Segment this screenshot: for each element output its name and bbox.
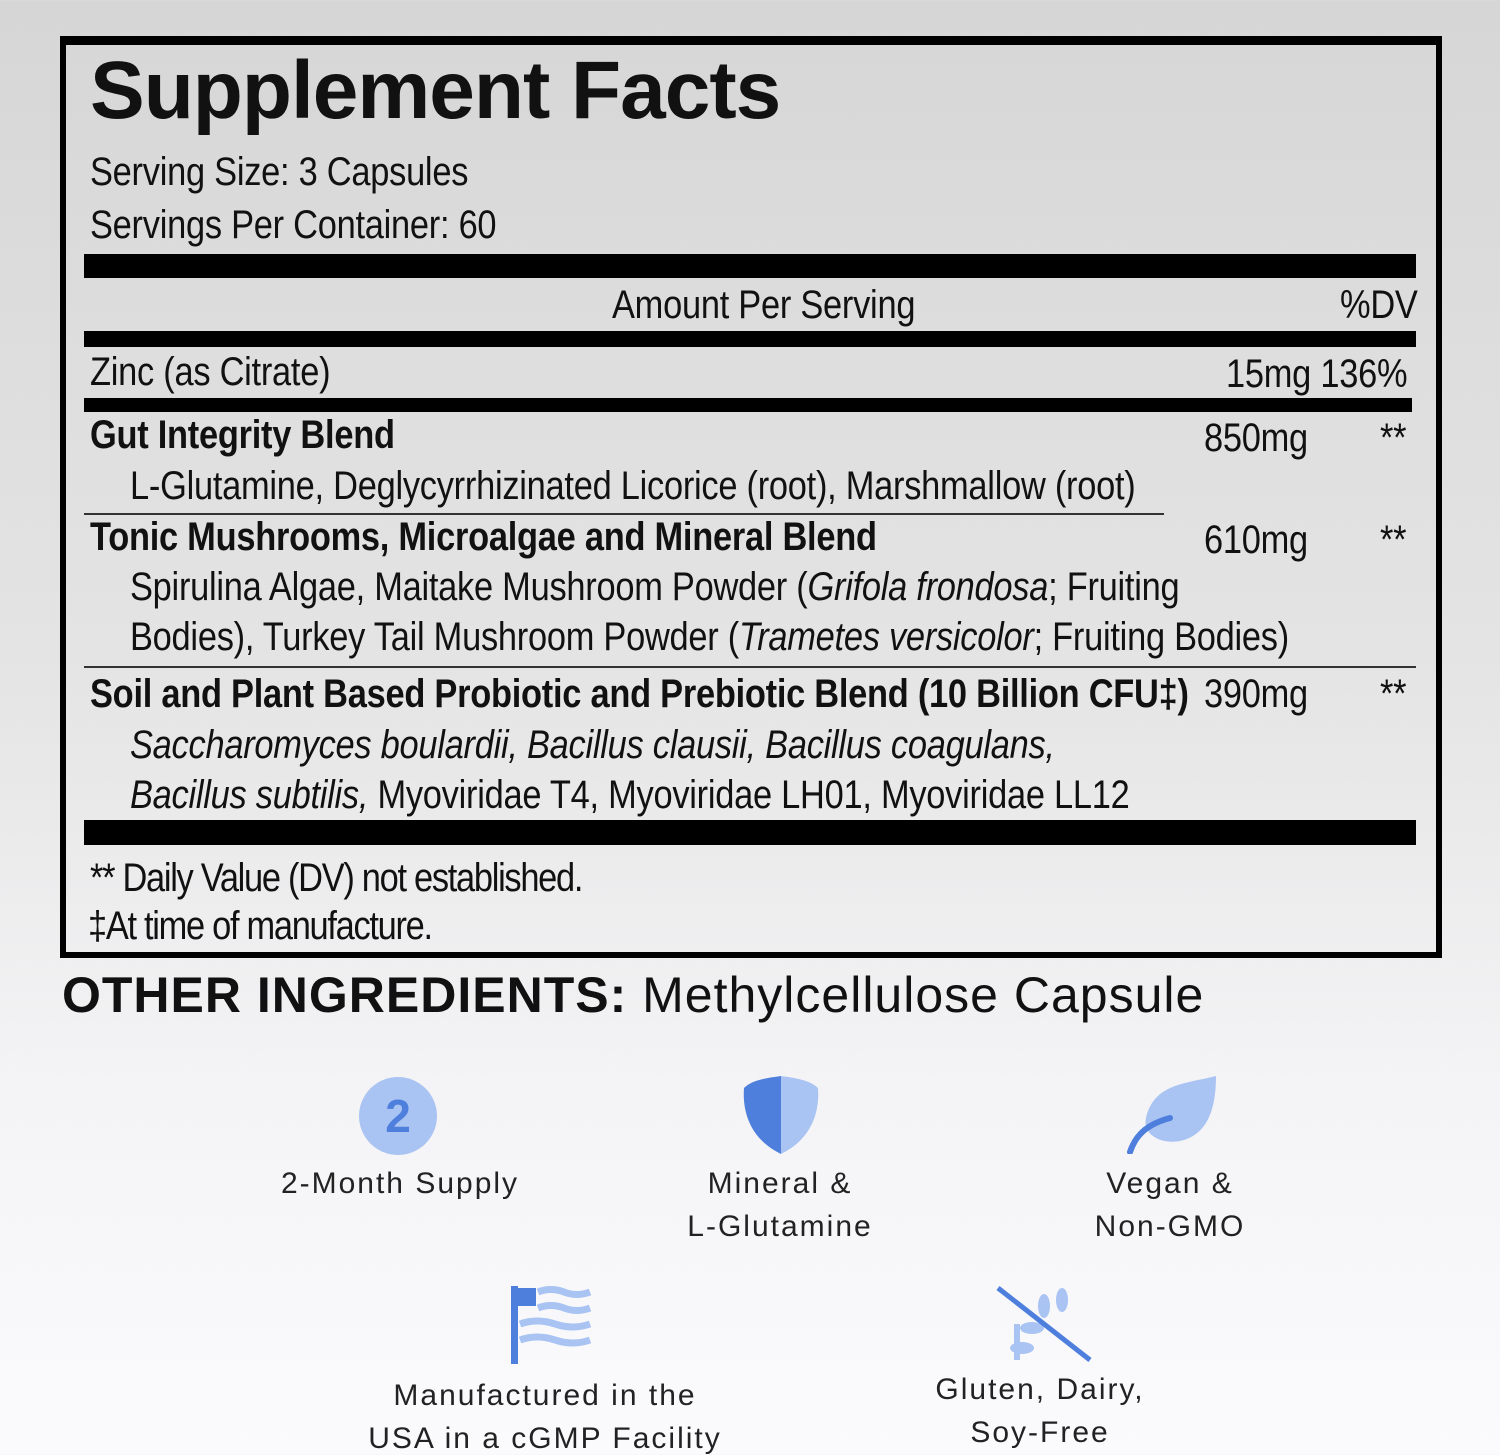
badge-label: Mineral & L-Glutamine [687,1167,873,1243]
footnote-dv: ** Daily Value (DV) not established. [90,856,583,900]
badge-label: Gluten, Dairy, Soy-Free [935,1373,1145,1449]
servings-per-container: Servings Per Container: 60 [90,203,497,247]
divider-thick [84,398,1412,412]
blend-amount: 850mg [1204,416,1308,460]
other-ingredients: OTHER INGREDIENTS: Methylcellulose Capsu… [62,967,1205,1023]
blend-dv: ** [1380,672,1407,716]
blend-dv: ** [1380,416,1407,460]
divider-thick [84,254,1416,278]
zinc-amount: 15mg 136% [1226,352,1408,396]
divider-thin [84,513,1164,515]
blend-ingredients: Bodies), Turkey Tail Mushroom Powder (Tr… [130,615,1289,659]
badge-label: 2-Month Supply [280,1167,520,1200]
serving-size: Serving Size: 3 Capsules [90,150,469,194]
blend-ingredients: Saccharomyces boulardii, Bacillus clausi… [130,723,1055,767]
divider-thick [84,331,1416,347]
blend-ingredients: Bacillus subtilis, Myoviridae T4, Myovir… [130,773,1130,817]
leaf-icon [1124,1074,1220,1159]
blend-ingredients: Spirulina Algae, Maitake Mushroom Powder… [130,565,1180,609]
svg-text:2: 2 [385,1090,411,1142]
footnote-manufacture: ‡At time of manufacture. [88,904,433,948]
zinc-name: Zinc (as Citrate) [90,350,331,394]
amount-per-serving-header: Amount Per Serving [612,283,916,327]
supplement-facts-panel [60,36,1442,958]
blend-amount: 610mg [1204,518,1308,562]
no-wheat-icon [994,1284,1094,1369]
shield-icon [742,1074,820,1161]
number-2-circle-icon: 2 [358,1076,438,1161]
divider-thin [84,666,1416,668]
blend-amount: 390mg [1204,672,1308,716]
divider-thick [84,820,1416,845]
blend-name: Soil and Plant Based Probiotic and Prebi… [90,672,1189,716]
dv-header: %DV [1340,283,1418,327]
blend-name: Gut Integrity Blend [90,413,395,457]
blend-name: Tonic Mushrooms, Microalgae and Mineral … [90,515,877,559]
us-flag-icon [508,1284,592,1371]
blend-dv: ** [1380,518,1407,562]
panel-title: Supplement Facts [90,45,781,136]
blend-ingredients: L-Glutamine, Deglycyrrhizinated Licorice… [130,464,1136,508]
badge-label: Vegan & Non-GMO [1094,1167,1246,1243]
badge-label: Manufactured in the USA in a cGMP Facilit… [368,1379,722,1455]
